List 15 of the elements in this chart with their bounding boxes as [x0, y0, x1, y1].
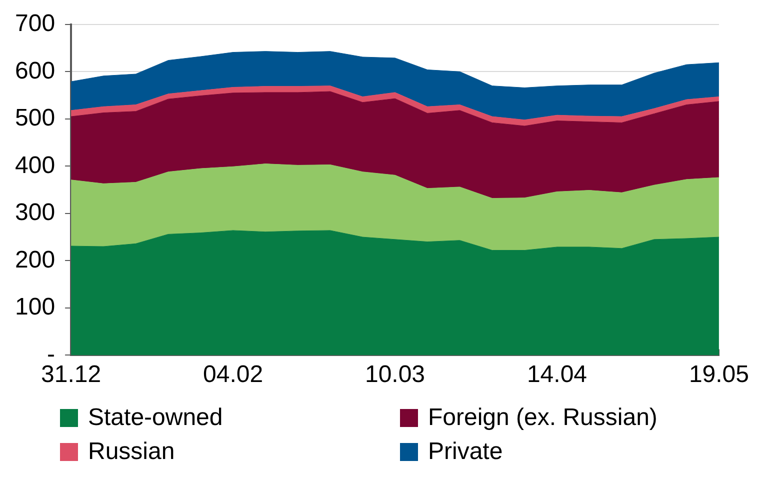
- y-tick-label: 300: [14, 199, 56, 226]
- legend-label: Foreign (ex. Russian): [428, 404, 658, 432]
- y-tick-label: 100: [14, 294, 56, 321]
- legend-label: Private: [428, 438, 503, 466]
- x-tick-label: 14.04: [526, 361, 588, 388]
- y-tick-label: 600: [14, 57, 56, 84]
- y-tick-label: 500: [14, 104, 56, 132]
- x-tick-label: 19.05: [688, 361, 749, 388]
- x-tick-label: 10.03: [364, 361, 426, 388]
- y-tick-label: 200: [14, 246, 56, 274]
- y-tick-label: 400: [14, 152, 56, 179]
- legend-label: State-owned: [88, 404, 223, 432]
- x-tick-label: 04.02: [202, 361, 264, 388]
- legend-label: Russian: [88, 438, 175, 466]
- y-tick-label: 700: [14, 10, 56, 38]
